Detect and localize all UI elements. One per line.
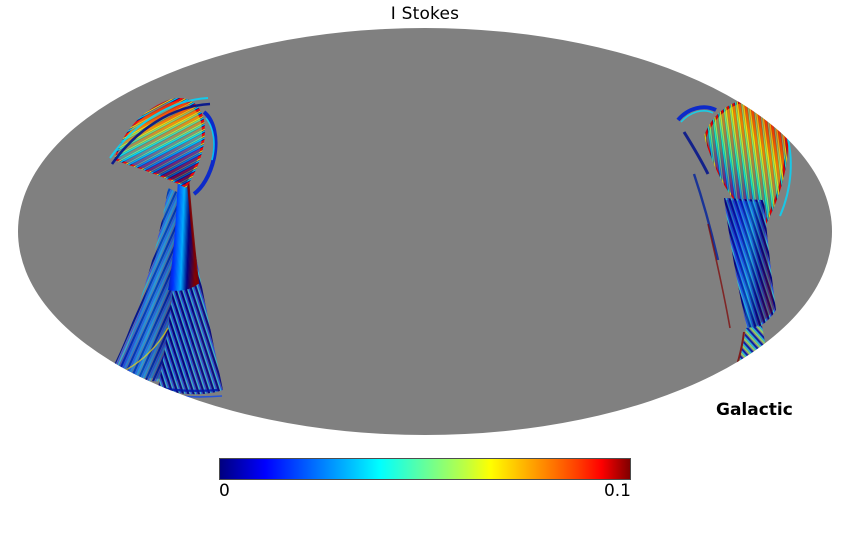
left-bright-core-shade — [116, 101, 202, 185]
right-stem-shade — [726, 200, 774, 330]
right-detached-streak-3 — [707, 223, 731, 329]
right-detached-hook-inner — [680, 110, 714, 123]
colorbar-tick-labels: 0 0.1 — [219, 481, 631, 505]
colorbar: 0 0.1 — [219, 458, 631, 505]
left-detached-hook — [192, 110, 218, 196]
coordinate-system-label: Galactic — [716, 400, 793, 420]
right-outer-rim-track — [779, 131, 792, 217]
left-stem-edge — [186, 179, 200, 285]
left-fan-accent — [121, 327, 169, 373]
left-stem — [168, 176, 198, 291]
right-detached-streak — [682, 131, 710, 175]
page-title: I Stokes — [390, 4, 460, 24]
left-fan-dense — [158, 193, 223, 395]
left-outer-rim-track — [109, 97, 209, 159]
left-scan-lobe — [107, 97, 223, 398]
right-detached-hook — [676, 105, 717, 122]
left-outer-rim-track-2 — [110, 102, 211, 165]
right-detached-streak-2 — [692, 173, 720, 261]
left-detached-hook-inner — [205, 117, 215, 161]
sky-map-canvas — [18, 28, 832, 435]
right-bright-core-shade — [706, 100, 786, 221]
mollweide-sky-map — [18, 28, 832, 435]
colorbar-gradient — [219, 458, 631, 480]
colorbar-min-label: 0 — [219, 481, 230, 501]
sky-background-ellipse — [18, 28, 832, 435]
colorbar-max-label: 0.1 — [603, 481, 631, 501]
